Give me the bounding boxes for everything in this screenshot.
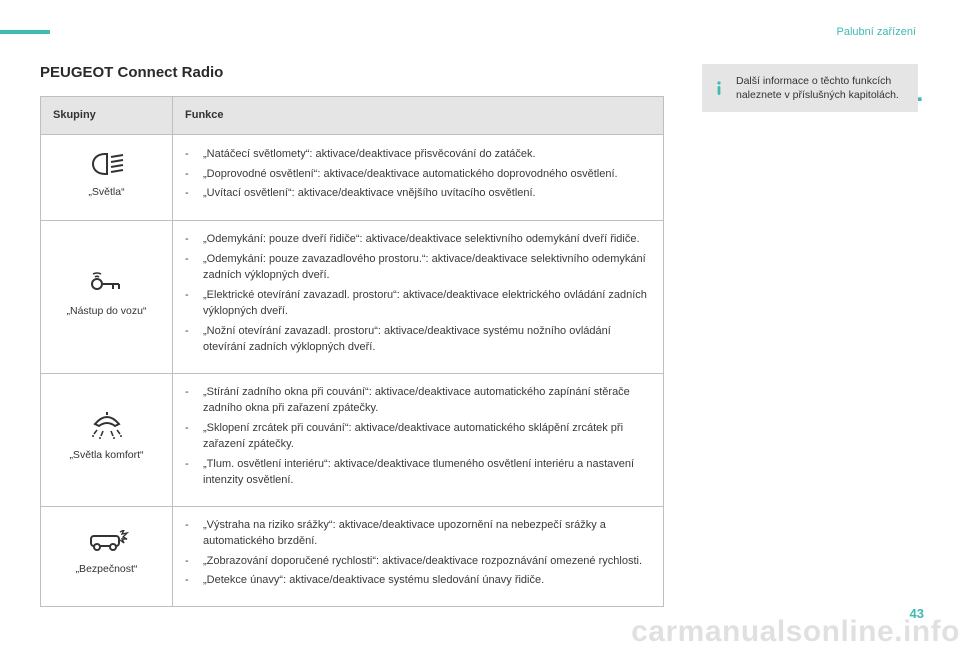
table-header-groups: Skupiny xyxy=(41,97,173,135)
settings-table: Skupiny Funkce xyxy=(40,96,664,607)
function-item: „Odemykání: pouze dveří řidiče“: aktivac… xyxy=(185,231,651,248)
info-text: Další informace o těchto funkcích nalezn… xyxy=(736,74,908,102)
dome-light-icon xyxy=(87,412,127,440)
headlight-icon xyxy=(87,151,127,177)
function-list: „Výstraha na riziko srážky“: aktivace/de… xyxy=(185,517,651,589)
function-item: „Tlum. osvětlení interiéru“: aktivace/de… xyxy=(185,456,651,489)
info-box: Další informace o těchto funkcích nalezn… xyxy=(702,64,918,112)
function-item: „Natáčecí světlomety“: aktivace/deaktiva… xyxy=(185,146,651,163)
watermark: carmanualsonline.info xyxy=(631,615,960,649)
function-item: „Výstraha na riziko srážky“: aktivace/de… xyxy=(185,517,651,550)
info-icon xyxy=(710,79,728,97)
function-item: „Stírání zadního okna při couvání“: akti… xyxy=(185,384,651,417)
table-row: „Světla komfort“ „Stírání zadního okna p… xyxy=(41,373,664,506)
function-list: „Stírání zadního okna při couvání“: akti… xyxy=(185,384,651,489)
car-collision-icon xyxy=(85,530,129,554)
function-item: „Sklopení zrcátek při couvání“: aktivace… xyxy=(185,420,651,453)
function-item: „Zobrazování doporučené rychlosti“: akti… xyxy=(185,553,651,570)
table-header-functions: Funkce xyxy=(173,97,664,135)
function-item: „Elektrické otevírání zavazadl. prostoru… xyxy=(185,287,651,320)
row-label: „Světla komfort“ xyxy=(69,448,143,464)
table-row: „Světla“ „Natáčecí světlomety“: aktivace… xyxy=(41,134,664,221)
function-item: „Detekce únavy“: aktivace/deaktivace sys… xyxy=(185,572,651,589)
row-label: „Bezpečnost“ xyxy=(76,562,138,578)
row-label: „Světla“ xyxy=(88,185,124,201)
function-item: „Odemykání: pouze zavazadlového prostoru… xyxy=(185,251,651,284)
function-item: „Nožní otevírání zavazadl. prostoru“: ak… xyxy=(185,323,651,356)
row-label: „Nástup do vozu“ xyxy=(67,304,147,320)
function-list: „Natáčecí světlomety“: aktivace/deaktiva… xyxy=(185,146,651,202)
table-row: „Nástup do vozu“ „Odemykání: pouze dveří… xyxy=(41,221,664,374)
breadcrumb: Palubní zařízení xyxy=(837,26,917,38)
key-remote-icon xyxy=(87,270,127,296)
function-list: „Odemykání: pouze dveří řidiče“: aktivac… xyxy=(185,231,651,356)
function-item: „Uvítací osvětlení“: aktivace/deaktivace… xyxy=(185,185,651,202)
page-title: PEUGEOT Connect Radio xyxy=(40,64,223,81)
accent-bar xyxy=(0,30,50,34)
function-item: „Doprovodné osvětlení“: aktivace/deaktiv… xyxy=(185,166,651,183)
table-row: „Bezpečnost“ „Výstraha na riziko srážky“… xyxy=(41,506,664,606)
